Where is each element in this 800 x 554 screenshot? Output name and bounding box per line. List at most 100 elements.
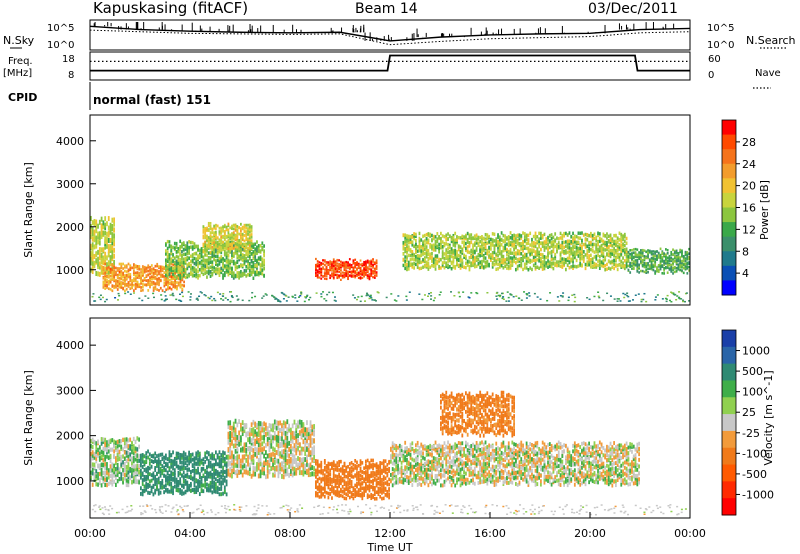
heatmap-cell (411, 252, 414, 256)
heatmap-cell (481, 263, 483, 267)
heatmap-cell (129, 293, 132, 295)
heatmap-cell (495, 242, 498, 247)
heatmap-cell (166, 275, 169, 279)
heatmap-cell (125, 287, 128, 291)
heatmap-cell (182, 463, 185, 468)
heatmap-cell (406, 265, 408, 269)
heatmap-cell (156, 264, 159, 268)
heatmap-cell (204, 264, 207, 268)
heatmap-cell (132, 459, 135, 464)
heatmap-cell (165, 251, 167, 256)
heatmap-cell (125, 469, 128, 474)
heatmap-cell (554, 254, 557, 259)
heatmap-cell (448, 258, 451, 263)
heatmap-cell (554, 232, 557, 236)
heatmap-cell (143, 460, 146, 465)
heatmap-cell (149, 277, 151, 281)
heatmap-cell (129, 455, 132, 460)
heatmap-cell (195, 262, 198, 267)
heatmap-cell (495, 292, 498, 294)
date-title: 03/Dec/2011 (588, 1, 678, 17)
heatmap-cell (561, 295, 564, 297)
heatmap-cell (220, 250, 223, 255)
heatmap-cell (606, 247, 608, 252)
heatmap-cell (684, 257, 687, 260)
heatmap-cell (118, 467, 121, 472)
heatmap-cell (229, 266, 232, 270)
heatmap-cell (679, 259, 682, 262)
power-ylabel: Slant Range [km] (22, 162, 35, 258)
heatmap-cell (579, 231, 582, 235)
heatmap-cell (102, 462, 105, 467)
heatmap-cell (429, 234, 432, 238)
heatmap-cell (304, 296, 307, 298)
heatmap-cell (218, 226, 221, 230)
heatmap-cell (106, 275, 108, 279)
heatmap-cell (506, 247, 508, 252)
heatmap-cell (140, 486, 142, 491)
heatmap-cell (109, 480, 112, 485)
heatmap-cell (116, 444, 119, 449)
heatmap-cell (320, 295, 323, 298)
heatmap-cell (447, 265, 449, 270)
heatmap-cell (363, 268, 365, 271)
heatmap-cell (231, 242, 233, 246)
heatmap-cell (98, 456, 101, 461)
heatmap-cell (177, 283, 180, 287)
heatmap-cell (634, 261, 637, 264)
heatmap-cell (347, 266, 349, 269)
heatmap-cell (509, 256, 512, 260)
heatmap-cell (159, 265, 162, 269)
heatmap-cell (138, 283, 141, 287)
heatmap-cell (141, 492, 144, 497)
heatmap-cell (179, 283, 182, 286)
heatmap-cell (211, 231, 214, 235)
heatmap-cell (152, 274, 155, 277)
heatmap-cell (341, 262, 344, 266)
heatmap-cell (486, 248, 489, 253)
heatmap-cell (534, 244, 537, 249)
heatmap-cell (91, 251, 94, 257)
heatmap-cell (509, 251, 512, 255)
heatmap-cell (652, 257, 655, 261)
heatmap-cell (211, 299, 214, 302)
heatmap-cell (180, 300, 183, 303)
heatmap-cell (140, 279, 142, 283)
heatmap-cell (193, 256, 196, 261)
heatmap-cell (263, 266, 265, 271)
heatmap-cell (197, 488, 199, 493)
heatmap-cell (640, 260, 642, 263)
heatmap-cell (154, 474, 157, 479)
heatmap-cell (495, 237, 498, 241)
heatmap-cell (316, 271, 319, 274)
heatmap-cell (93, 472, 96, 477)
heatmap-cell (100, 441, 103, 446)
heatmap-cell (124, 274, 126, 277)
heatmap-cell (232, 246, 235, 250)
heatmap-cell (473, 256, 476, 260)
heatmap-cell (538, 239, 540, 244)
heatmap-cell (354, 271, 357, 274)
heatmap-cell (97, 261, 99, 267)
heatmap-cell (640, 298, 643, 301)
heatmap-cell (532, 263, 535, 268)
heatmap-cell (165, 261, 167, 266)
heatmap-cell (213, 226, 215, 230)
heatmap-cell (552, 266, 555, 271)
heatmap-cell (261, 257, 264, 261)
heatmap-cell (615, 257, 617, 261)
heatmap-cell (332, 262, 335, 265)
heatmap-cell (206, 226, 208, 230)
heatmap-cell (500, 252, 503, 257)
heatmap-cell (650, 253, 653, 256)
heatmap-cell (254, 263, 257, 268)
heatmap-cell (326, 293, 329, 296)
heatmap-cell (147, 265, 150, 269)
heatmap-cell (623, 296, 626, 299)
heatmap-cell (490, 254, 492, 259)
heatmap-cell (150, 473, 153, 478)
heatmap-cell (134, 470, 137, 475)
heatmap-cell (666, 294, 669, 297)
heatmap-cell (645, 262, 648, 265)
heatmap-cell (191, 488, 194, 492)
